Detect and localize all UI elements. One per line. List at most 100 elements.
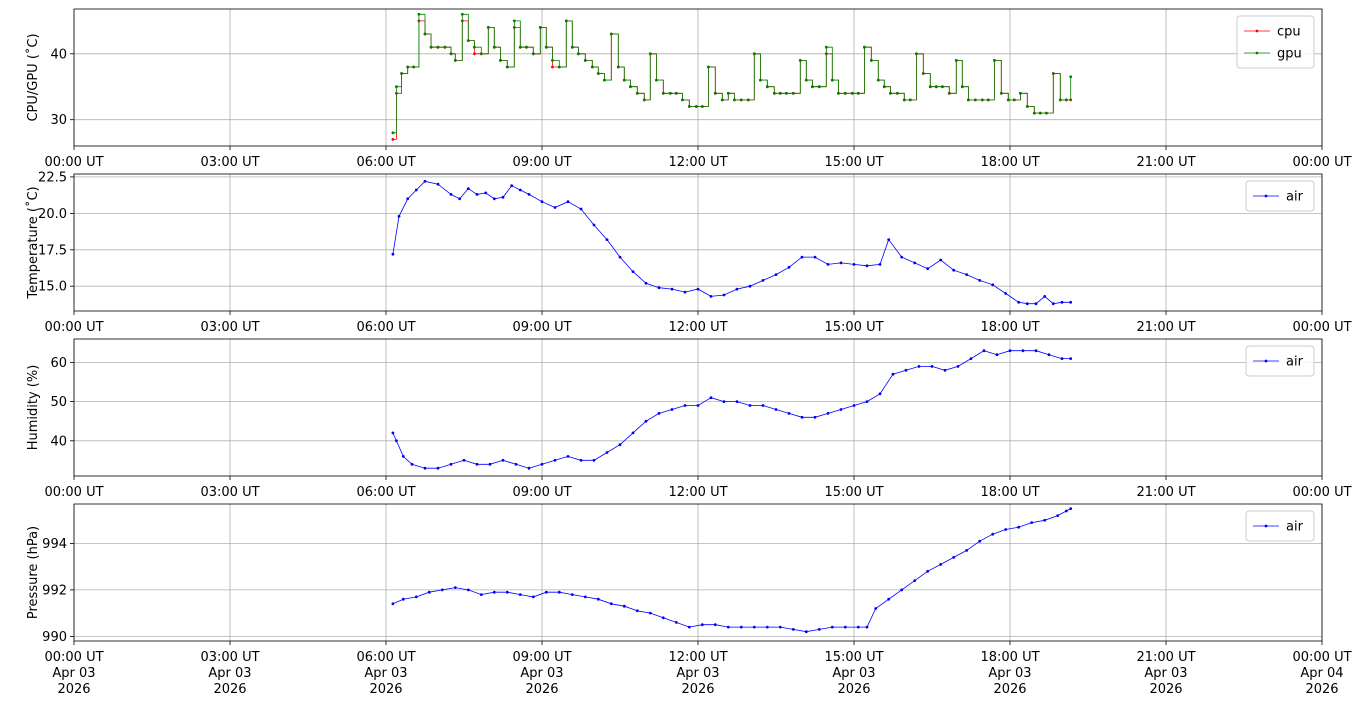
series-air <box>391 179 1073 306</box>
data-point <box>427 590 431 594</box>
data-point <box>1021 349 1025 353</box>
data-point <box>583 595 587 599</box>
data-point <box>395 439 398 443</box>
x-tick-label: 06:00 UT <box>356 320 415 335</box>
data-point <box>876 78 880 82</box>
data-point <box>804 78 808 82</box>
data-point <box>739 625 743 629</box>
data-point <box>761 404 765 407</box>
data-point <box>785 91 788 95</box>
data-point <box>960 85 964 89</box>
data-point <box>570 593 574 596</box>
data-point <box>670 287 674 291</box>
data-point <box>826 263 830 266</box>
data-point <box>700 105 704 108</box>
data-point <box>947 91 951 95</box>
data-point <box>551 65 554 69</box>
y-tick-label: 50 <box>50 395 67 410</box>
data-point <box>657 286 661 290</box>
data-point <box>913 261 917 265</box>
data-point <box>488 462 492 466</box>
data-point <box>492 45 496 49</box>
legend-marker <box>1264 194 1268 198</box>
x-tick-label: 15:00 UT <box>824 320 883 335</box>
data-point <box>882 85 886 89</box>
data-point <box>1034 302 1038 306</box>
data-point <box>1064 98 1068 102</box>
data-point <box>603 78 606 82</box>
data-point <box>778 625 782 629</box>
data-point <box>473 45 476 49</box>
y-tick-label: 17.5 <box>38 243 67 258</box>
data-point <box>941 85 944 89</box>
series-line <box>392 13 1072 134</box>
data-point <box>850 91 854 95</box>
data-point <box>865 264 869 268</box>
data-point <box>512 19 516 23</box>
data-point <box>800 415 804 419</box>
series-air <box>391 507 1073 634</box>
data-point <box>843 625 847 629</box>
data-point <box>930 365 934 368</box>
legend-entry: air <box>1286 355 1304 370</box>
data-point <box>564 19 568 23</box>
data-point <box>505 590 509 594</box>
data-point <box>670 408 674 411</box>
legend: air <box>1245 345 1315 377</box>
data-point <box>1004 528 1008 531</box>
legend-marker <box>1255 29 1259 33</box>
data-point <box>752 52 756 56</box>
data-point <box>800 255 804 259</box>
data-point <box>1047 353 1051 357</box>
data-point <box>505 65 509 69</box>
x-tick-label: 21:00 UT <box>1136 155 1195 170</box>
data-point <box>956 365 960 368</box>
data-point <box>1025 105 1029 108</box>
data-point <box>553 206 557 209</box>
x-tick-label: 00:00 UT <box>44 485 103 500</box>
data-point <box>683 290 687 294</box>
data-point <box>642 98 646 102</box>
data-point <box>579 207 583 211</box>
data-point <box>889 91 892 95</box>
legend-entry: cpu <box>1277 25 1301 40</box>
y-tick-label: 40 <box>50 434 67 449</box>
legend: cpu gpu <box>1236 15 1315 69</box>
data-point <box>928 85 932 89</box>
data-point <box>874 607 878 610</box>
data-point <box>791 628 795 631</box>
data-point <box>668 91 672 95</box>
data-point <box>401 597 405 601</box>
data-point <box>939 258 943 262</box>
data-point <box>726 91 730 95</box>
x-tick-label: 06:00 UT <box>356 155 415 170</box>
legend-box <box>1236 15 1315 69</box>
data-point <box>748 404 752 407</box>
data-point <box>460 12 464 16</box>
data-point <box>683 404 687 407</box>
data-point <box>830 625 834 629</box>
data-point <box>952 556 956 559</box>
series-gpu <box>391 12 1073 135</box>
data-point <box>965 549 969 552</box>
data-point <box>466 39 470 42</box>
data-point <box>991 532 995 536</box>
data-point <box>709 396 713 400</box>
x-tick-label: 15:00 UT <box>824 485 883 500</box>
data-point <box>479 593 483 596</box>
x-tick-label: 09:00 UT <box>512 485 571 500</box>
data-point <box>629 85 632 89</box>
y-tick-label: 15.0 <box>38 280 67 295</box>
data-point <box>943 368 947 372</box>
data-point <box>926 569 930 573</box>
data-point <box>544 45 548 49</box>
data-point <box>839 261 843 265</box>
data-point <box>518 45 522 49</box>
x-tick-label: 21:00 UT <box>1136 485 1195 500</box>
data-point <box>1006 98 1010 102</box>
data-point <box>622 604 626 608</box>
data-point <box>391 131 395 135</box>
y-axis-label: Humidity (%) <box>26 365 41 451</box>
data-point <box>514 462 518 466</box>
data-point <box>735 287 739 291</box>
